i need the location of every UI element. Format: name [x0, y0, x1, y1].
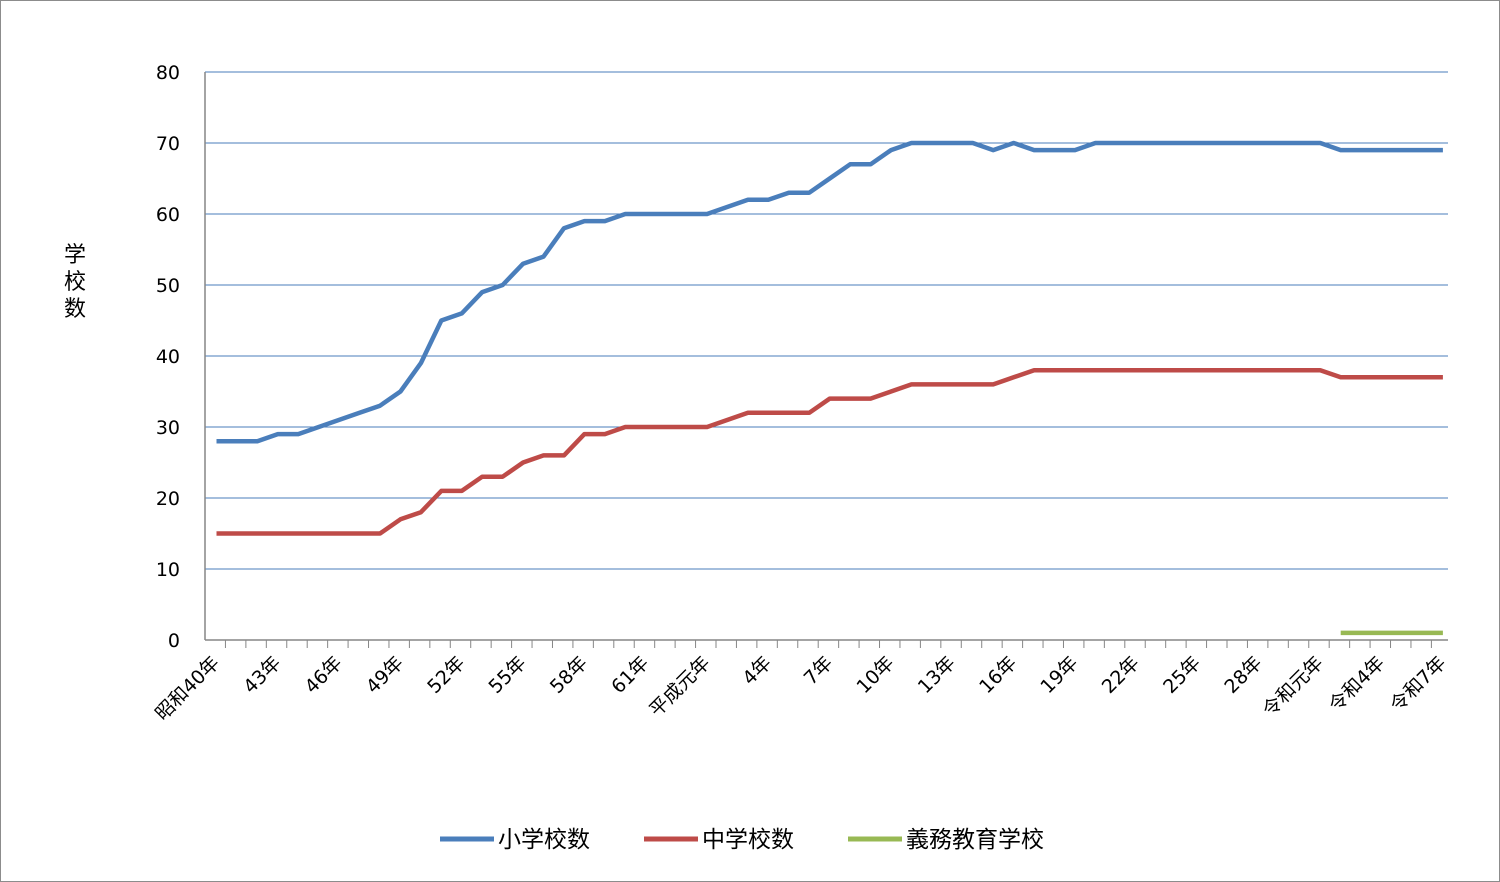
legend-item-2: 中学校数	[644, 827, 794, 853]
x-tick-label: 28年	[1220, 652, 1266, 698]
y-tick-label-0: 0	[168, 630, 180, 652]
y-axis-label-char: 数	[64, 297, 86, 322]
legend-item-1: 小学校数	[440, 827, 590, 853]
x-tick-label: 43年	[239, 652, 285, 698]
x-tick-label: 令和4年	[1325, 652, 1389, 716]
x-tick-label: 平成元年	[645, 652, 714, 721]
x-tick-label: 49年	[362, 652, 408, 698]
gridlines	[205, 71, 1448, 570]
y-axis-label-char: 校	[64, 270, 86, 295]
axes	[204, 72, 1448, 648]
y-tick-label-70: 70	[156, 133, 180, 155]
y-axis-label: 学校数	[64, 243, 86, 322]
x-tick-label: 19年	[1036, 652, 1082, 698]
x-tick-label: 令和元年	[1258, 652, 1327, 721]
x-tick-label: 46年	[301, 652, 347, 698]
legend-label: 小学校数	[498, 827, 590, 853]
series-lines	[216, 140, 1443, 636]
legend-label: 中学校数	[702, 827, 794, 853]
y-tick-label-80: 80	[156, 62, 180, 84]
y-tick-labels: 0 10 20 30 40 50 60 70 80	[156, 62, 180, 652]
legend-label: 義務教育学校	[906, 827, 1044, 853]
y-tick-label-50: 50	[156, 275, 180, 297]
y-tick-label-60: 60	[156, 204, 180, 226]
x-tick-label: 25年	[1159, 652, 1205, 698]
x-tick-label: 13年	[914, 652, 960, 698]
y-tick-label-10: 10	[156, 559, 180, 581]
legend: 小学校数 中学校数 義務教育学校	[440, 827, 1044, 853]
x-tick-label: 52年	[423, 652, 469, 698]
y-axis-label-char: 学	[64, 243, 86, 268]
y-tick-label-30: 30	[156, 417, 180, 439]
x-tick-label: 7年	[800, 652, 838, 690]
x-tick-label: 昭和40年	[151, 652, 224, 725]
x-tick-label: 55年	[485, 652, 531, 698]
x-tick-label: 4年	[738, 652, 776, 690]
series-line-2	[216, 367, 1443, 536]
series-line-1	[216, 140, 1443, 444]
x-tick-label: 令和7年	[1386, 652, 1450, 716]
x-tick-label: 16年	[975, 652, 1021, 698]
x-tick-label: 22年	[1098, 652, 1144, 698]
x-tick-label: 58年	[546, 652, 592, 698]
x-tick-label: 10年	[852, 652, 898, 698]
legend-item-3: 義務教育学校	[848, 827, 1044, 853]
y-axis-label-text: 学校数	[64, 243, 86, 322]
y-tick-label-40: 40	[156, 346, 180, 368]
x-tick-label: 61年	[607, 652, 653, 698]
y-tick-label-20: 20	[156, 488, 180, 510]
